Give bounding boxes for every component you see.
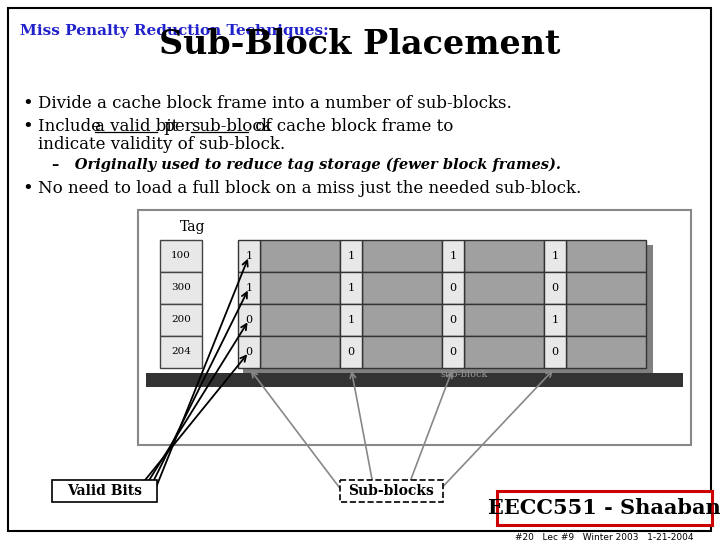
- Text: sub-block: sub-block: [191, 118, 271, 135]
- Text: per: per: [159, 118, 198, 135]
- Bar: [362, 304, 442, 336]
- Text: 1: 1: [552, 251, 559, 261]
- Text: Miss Penalty Reduction Techniques:: Miss Penalty Reduction Techniques:: [20, 24, 329, 38]
- Text: 1: 1: [246, 283, 253, 293]
- Bar: [340, 272, 362, 304]
- Text: 100: 100: [171, 252, 191, 260]
- Text: Sub-blocks: Sub-blocks: [348, 484, 434, 498]
- Bar: [464, 240, 544, 272]
- Text: No need to load a full block on a miss just the needed sub-block.: No need to load a full block on a miss j…: [38, 180, 581, 197]
- Bar: [260, 304, 340, 336]
- Bar: [362, 272, 442, 304]
- Text: 1: 1: [449, 251, 456, 261]
- Text: 0: 0: [552, 283, 559, 293]
- Text: #20   Lec #9   Winter 2003   1-21-2004: #20 Lec #9 Winter 2003 1-21-2004: [516, 533, 694, 540]
- Text: 0: 0: [449, 315, 456, 325]
- Bar: [442, 304, 464, 336]
- Bar: [464, 272, 544, 304]
- Bar: [260, 336, 340, 368]
- Text: 0: 0: [449, 283, 456, 293]
- Bar: [238, 336, 260, 368]
- Bar: [362, 240, 442, 272]
- Bar: [544, 336, 566, 368]
- Text: sub-block: sub-block: [441, 370, 487, 379]
- Text: 0: 0: [246, 347, 253, 357]
- Bar: [464, 336, 544, 368]
- Text: of cache block frame to: of cache block frame to: [250, 118, 454, 135]
- Bar: [160, 336, 202, 368]
- Text: 1: 1: [552, 315, 559, 325]
- Text: EECC551 - Shaaban: EECC551 - Shaaban: [488, 498, 720, 518]
- Bar: [362, 336, 442, 368]
- Text: 204: 204: [171, 348, 191, 356]
- Text: •: •: [22, 95, 32, 113]
- Bar: [566, 272, 646, 304]
- Text: 1: 1: [348, 315, 354, 325]
- Bar: [340, 336, 362, 368]
- Text: –   Originally used to reduce tag storage (fewer block frames).: – Originally used to reduce tag storage …: [52, 158, 561, 172]
- Bar: [497, 491, 712, 525]
- Bar: [544, 240, 566, 272]
- Bar: [544, 272, 566, 304]
- Text: a valid bit: a valid bit: [95, 118, 179, 135]
- Bar: [146, 373, 683, 387]
- Bar: [52, 480, 157, 502]
- Text: 1: 1: [348, 283, 354, 293]
- Text: Divide a cache block frame into a number of sub-blocks.: Divide a cache block frame into a number…: [38, 95, 512, 112]
- Bar: [464, 304, 544, 336]
- Bar: [260, 240, 340, 272]
- Text: 0: 0: [552, 347, 559, 357]
- Bar: [340, 240, 362, 272]
- Text: 300: 300: [171, 284, 191, 293]
- Text: 1: 1: [246, 251, 253, 261]
- Bar: [340, 480, 443, 502]
- Bar: [442, 336, 464, 368]
- Text: 1: 1: [348, 251, 354, 261]
- Bar: [442, 272, 464, 304]
- Bar: [243, 245, 653, 375]
- Text: Sub-Block Placement: Sub-Block Placement: [159, 28, 561, 61]
- Bar: [566, 240, 646, 272]
- Text: 0: 0: [449, 347, 456, 357]
- Bar: [544, 304, 566, 336]
- Text: Include: Include: [38, 118, 112, 135]
- Text: Valid Bits: Valid Bits: [67, 484, 142, 498]
- Bar: [238, 304, 260, 336]
- Bar: [238, 240, 260, 272]
- Bar: [160, 304, 202, 336]
- Text: 200: 200: [171, 315, 191, 325]
- Text: 0: 0: [348, 347, 354, 357]
- Text: •: •: [22, 118, 32, 136]
- Bar: [340, 304, 362, 336]
- Bar: [138, 210, 691, 445]
- Text: indicate validity of sub-block.: indicate validity of sub-block.: [38, 136, 285, 153]
- Bar: [238, 272, 260, 304]
- Bar: [160, 272, 202, 304]
- Bar: [160, 240, 202, 272]
- Text: Tag: Tag: [180, 220, 205, 234]
- Bar: [442, 240, 464, 272]
- Text: •: •: [22, 180, 32, 198]
- Bar: [566, 304, 646, 336]
- Bar: [566, 336, 646, 368]
- Bar: [260, 272, 340, 304]
- Text: 0: 0: [246, 315, 253, 325]
